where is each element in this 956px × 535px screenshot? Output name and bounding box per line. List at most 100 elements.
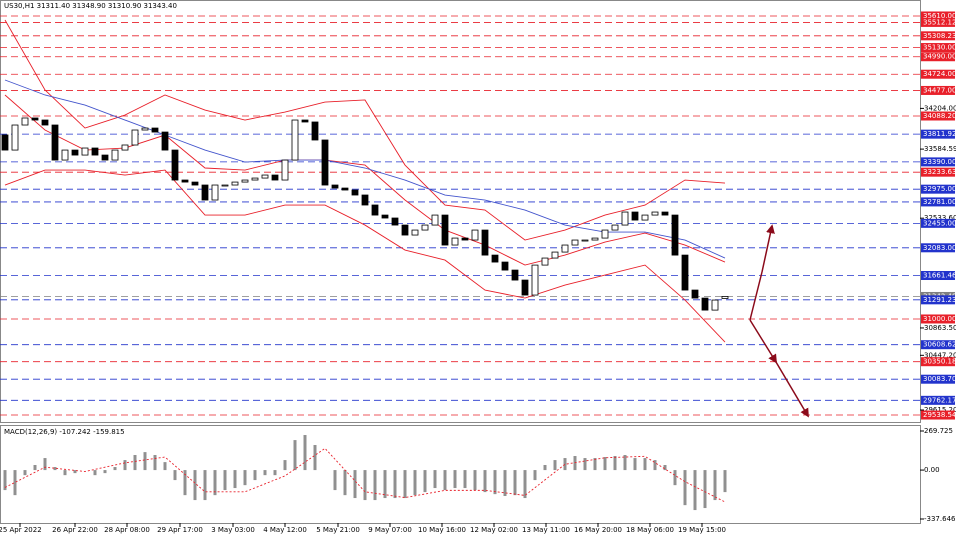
macd-bar	[173, 470, 177, 481]
macd-bar	[193, 470, 197, 501]
level-box	[921, 218, 955, 228]
macd-bar	[273, 470, 277, 476]
macd-bar	[453, 470, 457, 489]
level-box	[921, 17, 955, 27]
macd-bar	[103, 470, 107, 474]
level-box	[921, 340, 955, 350]
level-box	[921, 167, 955, 177]
candle	[481, 229, 489, 256]
macd-bar	[333, 470, 337, 491]
y-tick-label: 32533.60	[924, 214, 956, 222]
arrow-up	[749, 271, 763, 321]
macd-bar	[373, 470, 377, 501]
candle	[221, 184, 229, 187]
macd-bar	[563, 458, 567, 471]
macd-bar	[313, 445, 317, 471]
candle	[101, 154, 109, 161]
x-tick-label: 9 May 07:00	[368, 526, 412, 534]
candle	[421, 224, 429, 231]
macd-bar	[203, 470, 207, 501]
macd-bar	[23, 470, 27, 476]
candle	[401, 224, 409, 236]
macd-bar	[633, 458, 637, 471]
candle	[331, 184, 339, 189]
macd-title: MACD(12,26,9) -107.242 -159.815	[4, 428, 125, 436]
level-label: 34088.20	[923, 112, 956, 120]
level-box	[921, 69, 955, 79]
macd-bar	[13, 470, 17, 496]
macd-bar	[463, 470, 467, 489]
level-box	[921, 43, 955, 53]
macd-bar	[123, 460, 127, 471]
candle	[461, 237, 469, 241]
candle	[431, 214, 439, 226]
macd-bar	[673, 470, 677, 486]
macd-bar	[713, 470, 717, 501]
x-tick-label: 16 May 20:00	[574, 526, 622, 534]
level-label: 33811.92	[923, 130, 956, 138]
macd-bar	[143, 452, 147, 471]
macd-bar	[213, 470, 217, 496]
macd-panel	[0, 425, 921, 524]
macd-bar	[403, 470, 407, 499]
macd-bar	[513, 470, 517, 496]
macd-bar	[113, 467, 117, 471]
macd-bar	[503, 470, 507, 497]
candle	[721, 296, 729, 299]
macd-bar	[593, 458, 597, 471]
level-box	[921, 31, 955, 41]
level-label: 31661.46	[923, 272, 956, 280]
candle	[311, 121, 319, 141]
macd-bar	[303, 435, 307, 471]
arrow-down	[775, 361, 809, 418]
candle	[281, 159, 289, 181]
macd-bar	[493, 470, 497, 495]
macd-bar	[703, 470, 707, 509]
candle	[41, 119, 49, 126]
candle	[521, 279, 529, 296]
candle	[191, 181, 199, 186]
y-tick-label: 29615.20	[924, 406, 956, 414]
candle	[691, 289, 699, 299]
x-tick-label: 26 Apr 22:00	[52, 526, 98, 534]
macd-bar	[3, 470, 7, 491]
macd-bar	[523, 470, 527, 499]
candle	[661, 211, 669, 216]
macd-bar	[383, 470, 387, 499]
candle	[321, 139, 329, 186]
macd-bar	[353, 470, 357, 499]
level-box	[921, 111, 955, 121]
candle	[441, 214, 449, 246]
level-box	[921, 157, 955, 167]
candle	[491, 254, 499, 263]
macd-bar	[153, 455, 157, 471]
candle	[551, 251, 559, 259]
candle	[511, 269, 519, 281]
candle	[681, 254, 689, 291]
candle	[591, 237, 599, 241]
macd-bar	[253, 470, 257, 481]
x-tick-label: 29 Apr 17:00	[157, 526, 203, 534]
candle	[351, 189, 359, 196]
candle	[151, 127, 159, 133]
macd-bar	[393, 470, 397, 499]
arrow-up	[761, 224, 775, 273]
y-tick-label: 34204.00	[924, 104, 956, 112]
level-box	[921, 374, 955, 384]
level-box	[921, 357, 955, 367]
macd-bar	[413, 470, 417, 496]
x-tick-label: 18 May 06:00	[626, 526, 674, 534]
candle	[261, 174, 269, 179]
macd-bar	[233, 470, 237, 489]
candle	[201, 184, 209, 201]
candle	[241, 179, 249, 183]
candle	[411, 229, 419, 236]
candle	[111, 149, 119, 161]
level-label: 31000.00	[923, 315, 956, 323]
macd-bar	[33, 465, 37, 471]
y-tick-label: 30447.20	[924, 351, 956, 359]
x-tick-label: 13 May 11:00	[522, 526, 570, 534]
macd-bar	[623, 455, 627, 471]
chart-title: US30,H1 31311.40 31348.90 31310.90 31343…	[4, 2, 177, 10]
macd-bar	[613, 456, 617, 471]
